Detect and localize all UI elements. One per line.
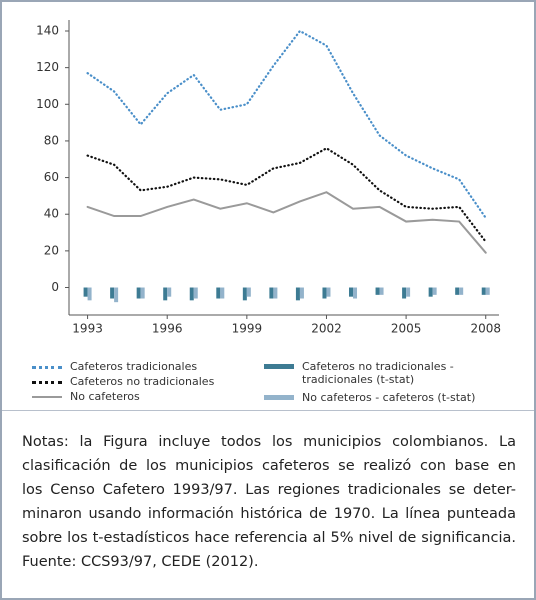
legend-swatch (32, 396, 62, 398)
legend-item: Cafeteros no tradicionales (32, 375, 242, 388)
y-tick-label: 120 (36, 60, 59, 74)
bar (406, 287, 411, 297)
notes: Notas: la Figura incluye todos los munic… (22, 430, 516, 574)
legend-label: No cafeteros (70, 390, 140, 403)
bar (379, 287, 384, 295)
bar (485, 287, 490, 295)
bar (167, 287, 172, 297)
y-tick-label: 100 (36, 97, 59, 111)
y-tick-label: 40 (44, 207, 59, 221)
bar (216, 287, 221, 299)
line (86, 191, 487, 254)
chart: 0 20 40 60 80 100 120 140 1993 1996 1999 2002 2005 20… (36, 20, 501, 336)
note-line: Fuente: CCS93/97, CEDE (2012). (22, 554, 259, 570)
bar (87, 287, 92, 301)
y-tick-label: 20 (44, 243, 59, 257)
bar (402, 287, 407, 299)
x-tick-label: 1999 (232, 322, 263, 336)
legend-item: Cafeteros no tradicionales - tradicional… (264, 360, 504, 386)
note-line: clasificación de los municipios cafetero… (22, 458, 516, 474)
note-line: Notas: la Figura incluye todos los munic… (22, 434, 516, 450)
legend-item: No cafeteros - cafeteros (t-stat) (264, 391, 504, 404)
bar (136, 287, 141, 299)
bar (432, 287, 437, 295)
bar (269, 287, 274, 299)
bar (326, 287, 331, 297)
bar (349, 287, 354, 297)
bar (353, 287, 358, 299)
bar (299, 287, 304, 299)
bar (110, 287, 115, 299)
legend-swatch (264, 364, 294, 369)
bar (375, 287, 380, 295)
bar (193, 287, 198, 299)
bar (322, 287, 327, 299)
x-tick-label: 2002 (311, 322, 342, 336)
bar (83, 287, 88, 297)
line (86, 29, 487, 219)
bar (140, 287, 145, 299)
note-line: los Censo Cafetero 1993/97. Las regiones… (22, 482, 516, 498)
y-tick-label: 60 (44, 170, 59, 184)
line (86, 146, 487, 243)
bar (459, 287, 464, 295)
bar (273, 287, 278, 299)
legend-label: Cafeteros no tradicionales - tradicional… (302, 360, 454, 386)
legend-swatch (32, 366, 62, 369)
x-tick-label: 2005 (391, 322, 422, 336)
bar (295, 287, 300, 301)
legend-swatch (264, 395, 294, 400)
legend-item: No cafeteros (32, 390, 242, 403)
y-tick-label: 0 (51, 280, 59, 294)
bar (481, 287, 486, 295)
legend-swatch (32, 381, 62, 384)
bar (189, 287, 194, 301)
bar (246, 287, 251, 297)
bar (220, 287, 225, 299)
note-line: minaron usando información histórica de … (22, 506, 516, 522)
x-tick-label: 2008 (470, 322, 501, 336)
bar (242, 287, 247, 301)
x-tick-label: 1996 (152, 322, 183, 336)
y-tick-label: 140 (36, 23, 59, 37)
separator (2, 410, 534, 411)
bar (455, 287, 460, 295)
x-tick-label: 1993 (72, 322, 103, 336)
legend-label: No cafeteros - cafeteros (t-stat) (302, 391, 476, 404)
legend-label: Cafeteros no tradicionales (70, 375, 215, 388)
legend-label: Cafeteros tradicionales (70, 360, 198, 373)
legend-item: Cafeteros tradicionales (32, 360, 242, 373)
y-tick-label: 80 (44, 133, 59, 147)
note-line: sobre los t-estadísticos hace referencia… (22, 530, 516, 546)
bar (428, 287, 433, 297)
bar (163, 287, 168, 301)
bar (114, 287, 119, 303)
